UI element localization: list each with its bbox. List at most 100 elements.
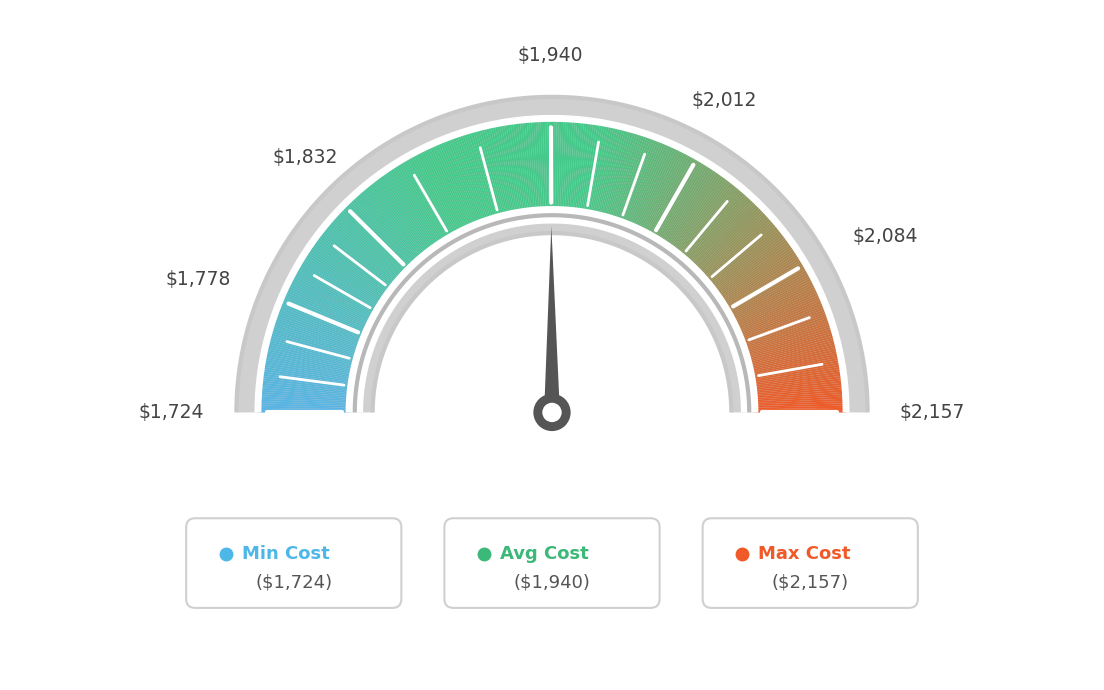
Polygon shape bbox=[692, 201, 758, 269]
Polygon shape bbox=[275, 313, 363, 346]
Polygon shape bbox=[662, 167, 715, 246]
Polygon shape bbox=[308, 247, 386, 301]
Polygon shape bbox=[475, 128, 500, 219]
Polygon shape bbox=[464, 131, 493, 221]
Polygon shape bbox=[342, 204, 410, 272]
Polygon shape bbox=[751, 375, 845, 389]
Polygon shape bbox=[730, 277, 814, 322]
Polygon shape bbox=[715, 241, 793, 297]
Polygon shape bbox=[722, 255, 802, 306]
Polygon shape bbox=[560, 119, 566, 212]
Polygon shape bbox=[259, 385, 352, 395]
Text: Max Cost: Max Cost bbox=[758, 545, 851, 563]
Polygon shape bbox=[368, 181, 427, 256]
Polygon shape bbox=[713, 238, 790, 295]
Polygon shape bbox=[625, 138, 660, 226]
Polygon shape bbox=[652, 158, 702, 239]
Polygon shape bbox=[644, 150, 688, 234]
Polygon shape bbox=[453, 135, 486, 224]
Polygon shape bbox=[742, 317, 831, 349]
Polygon shape bbox=[311, 241, 389, 297]
Polygon shape bbox=[261, 371, 353, 386]
Polygon shape bbox=[442, 139, 478, 226]
Polygon shape bbox=[676, 180, 734, 255]
Polygon shape bbox=[344, 203, 411, 270]
Polygon shape bbox=[686, 193, 750, 264]
Text: Min Cost: Min Cost bbox=[242, 545, 329, 563]
Polygon shape bbox=[258, 408, 351, 411]
Polygon shape bbox=[649, 155, 696, 237]
Polygon shape bbox=[670, 175, 726, 251]
Polygon shape bbox=[690, 198, 755, 267]
Polygon shape bbox=[582, 121, 598, 214]
Polygon shape bbox=[664, 168, 718, 246]
Polygon shape bbox=[501, 122, 519, 215]
Text: $1,940: $1,940 bbox=[518, 46, 584, 65]
Polygon shape bbox=[752, 382, 845, 393]
Polygon shape bbox=[402, 158, 452, 239]
Polygon shape bbox=[262, 364, 354, 381]
Polygon shape bbox=[479, 127, 503, 218]
Polygon shape bbox=[267, 337, 358, 362]
Polygon shape bbox=[732, 283, 817, 326]
Polygon shape bbox=[327, 221, 400, 283]
Polygon shape bbox=[680, 186, 741, 259]
Polygon shape bbox=[651, 157, 700, 239]
Polygon shape bbox=[318, 233, 393, 290]
Polygon shape bbox=[503, 122, 521, 215]
Polygon shape bbox=[545, 119, 549, 212]
Polygon shape bbox=[646, 152, 691, 236]
Polygon shape bbox=[677, 181, 736, 256]
Polygon shape bbox=[423, 148, 465, 232]
Polygon shape bbox=[737, 298, 824, 335]
Polygon shape bbox=[309, 245, 386, 299]
Polygon shape bbox=[411, 154, 457, 237]
Polygon shape bbox=[269, 328, 360, 357]
Polygon shape bbox=[606, 130, 634, 219]
Polygon shape bbox=[683, 190, 746, 262]
Polygon shape bbox=[746, 337, 837, 362]
Polygon shape bbox=[611, 131, 640, 221]
Polygon shape bbox=[396, 161, 447, 242]
Polygon shape bbox=[506, 121, 522, 214]
Polygon shape bbox=[290, 277, 374, 322]
Polygon shape bbox=[556, 119, 561, 212]
Polygon shape bbox=[379, 173, 435, 250]
Polygon shape bbox=[567, 119, 577, 213]
Polygon shape bbox=[455, 135, 487, 223]
Polygon shape bbox=[709, 228, 783, 288]
Polygon shape bbox=[620, 136, 654, 224]
Polygon shape bbox=[752, 385, 845, 395]
Polygon shape bbox=[716, 244, 794, 298]
Polygon shape bbox=[450, 136, 484, 224]
Polygon shape bbox=[694, 204, 762, 272]
Polygon shape bbox=[578, 121, 594, 214]
Polygon shape bbox=[333, 215, 403, 279]
Polygon shape bbox=[490, 124, 511, 216]
Polygon shape bbox=[522, 119, 533, 213]
Polygon shape bbox=[265, 346, 357, 368]
Polygon shape bbox=[666, 170, 721, 248]
Polygon shape bbox=[427, 146, 468, 230]
Polygon shape bbox=[671, 176, 729, 252]
Polygon shape bbox=[725, 265, 807, 313]
Polygon shape bbox=[413, 152, 458, 236]
Polygon shape bbox=[401, 159, 449, 240]
Polygon shape bbox=[529, 119, 538, 213]
Polygon shape bbox=[435, 141, 474, 228]
Polygon shape bbox=[712, 236, 788, 293]
Polygon shape bbox=[751, 366, 842, 382]
Polygon shape bbox=[672, 177, 731, 253]
Polygon shape bbox=[314, 238, 391, 295]
Polygon shape bbox=[749, 351, 840, 372]
Polygon shape bbox=[577, 121, 591, 213]
Polygon shape bbox=[596, 126, 618, 217]
Polygon shape bbox=[737, 300, 825, 337]
Polygon shape bbox=[378, 175, 434, 251]
Polygon shape bbox=[553, 119, 556, 212]
Polygon shape bbox=[575, 120, 588, 213]
Polygon shape bbox=[548, 119, 551, 212]
Polygon shape bbox=[258, 387, 352, 397]
Polygon shape bbox=[293, 273, 375, 319]
Polygon shape bbox=[273, 319, 361, 351]
